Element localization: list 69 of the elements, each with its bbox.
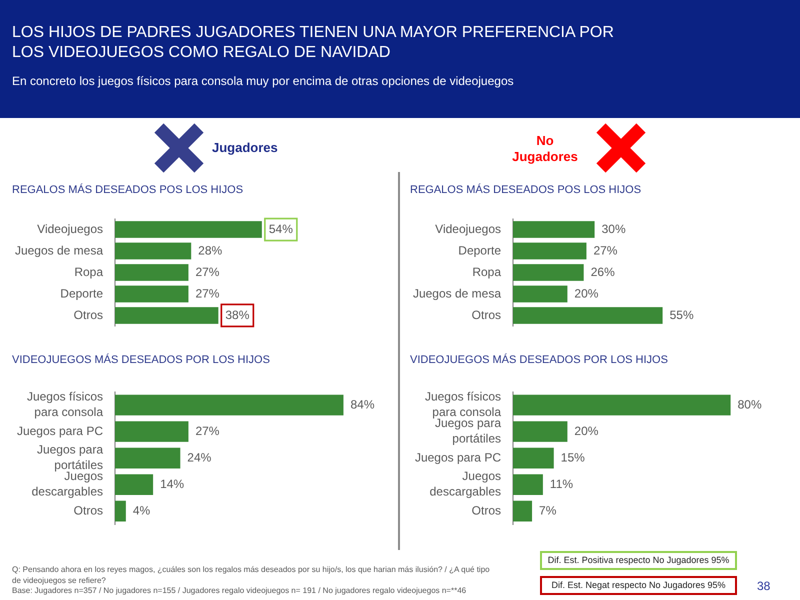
text: Dif. Est. Positiva respecto No Jugadores 95%	[540, 551, 737, 570]
data-label: 54%	[268, 222, 294, 236]
data-label: 20%	[574, 286, 599, 300]
data-label: 4%	[132, 503, 151, 518]
data-label: 55%	[670, 308, 694, 322]
y-tick-label: Deporte	[458, 243, 502, 258]
y-tick-label: Deporte	[60, 286, 104, 300]
text: 38	[757, 579, 770, 593]
bar	[115, 500, 126, 522]
bar	[513, 448, 554, 468]
y-tick-label: Juegos físicos para consola	[26, 390, 104, 420]
text: LOS HIJOS DE PADRES JUGADORES TIENEN UNA MAYOR PREFERENCIA POR LOS VIDEOJUEGOS COMO REGALO DE NAVIDAD	[12, 23, 615, 63]
data-label: 7%	[539, 503, 557, 518]
y-tick-label: Ropa	[472, 264, 502, 279]
bar	[513, 264, 584, 281]
bar	[115, 242, 192, 260]
bar	[513, 307, 663, 324]
y-tick-label: Videojuegos	[435, 222, 501, 236]
bar	[513, 500, 532, 522]
chart-title: REGALOS MÁS DESEADOS POS LOS HIJOS	[12, 182, 244, 198]
bar	[115, 448, 180, 468]
data-label: 27%	[195, 286, 220, 300]
bar	[115, 474, 154, 495]
chart-subtitle: No Jugadores	[511, 133, 579, 165]
y-tick-label: Juegos de mesa	[412, 286, 502, 300]
data-label: 11%	[550, 476, 574, 491]
data-label: 28%	[198, 243, 223, 258]
data-label: 30%	[602, 222, 626, 236]
data-label: 80%	[738, 397, 762, 412]
data-label: 26%	[590, 264, 616, 279]
chart-title: VIDEOJUEGOS MÁS DESEADOS POR LOS HIJOS	[410, 352, 668, 368]
y-tick-label: Otros	[74, 308, 103, 322]
bar	[115, 286, 188, 302]
text: Dif. Est. Negat respecto No Jugadores 95%	[540, 576, 737, 595]
bar	[115, 394, 344, 416]
bar	[115, 221, 262, 238]
text: Base: Jugadores n=357 / No jugadores n=155 / Jugadores regalo videojuegos n= 191 / No jugadores regalo videojuegos n=**46	[12, 586, 468, 596]
data-label: 27%	[195, 424, 220, 438]
data-label: 38%	[225, 308, 250, 322]
y-tick-label: Videojuegos	[37, 222, 103, 236]
bar	[513, 242, 586, 260]
text: Q: Pensando ahora en los reyes magos, ¿cuáles son los regalos más deseados por su hijo/s, los que harian más ilusión? / ¿A qué tipo de videojuegos se refiere?	[12, 565, 491, 586]
data-label: 15%	[560, 450, 586, 464]
data-label: 27%	[593, 243, 618, 258]
data-label: 24%	[187, 450, 212, 464]
data-label: 20%	[574, 424, 599, 438]
bar	[513, 394, 731, 416]
chart-subtitle: Jugadores	[212, 140, 278, 156]
bar	[513, 421, 568, 442]
data-label: 84%	[350, 397, 375, 412]
bar	[513, 474, 543, 495]
y-tick-label: Juegos para PC	[16, 424, 104, 438]
y-tick-label: Otros	[472, 503, 501, 518]
y-tick-label: Ropa	[74, 264, 104, 279]
chart-title: REGALOS MÁS DESEADOS POS LOS HIJOS	[410, 182, 642, 198]
data-label: 27%	[195, 264, 220, 279]
chart-title: VIDEOJUEGOS MÁS DESEADOS POR LOS HIJOS	[12, 352, 270, 368]
y-tick-label: Juegos para PC	[414, 450, 502, 464]
y-tick-label: Juegos de mesa	[14, 243, 104, 258]
y-tick-label: Otros	[74, 503, 103, 518]
bar	[513, 221, 595, 238]
y-tick-label: Juegos descargables	[430, 469, 501, 499]
bar	[513, 286, 568, 302]
text: En concreto los juegos físicos para consola muy por encima de otras opciones de videojuegos	[12, 74, 515, 88]
bar	[115, 421, 188, 442]
y-tick-label: Otros	[472, 308, 501, 322]
bar	[115, 264, 188, 281]
data-label: 14%	[160, 476, 184, 491]
bar	[115, 307, 218, 324]
